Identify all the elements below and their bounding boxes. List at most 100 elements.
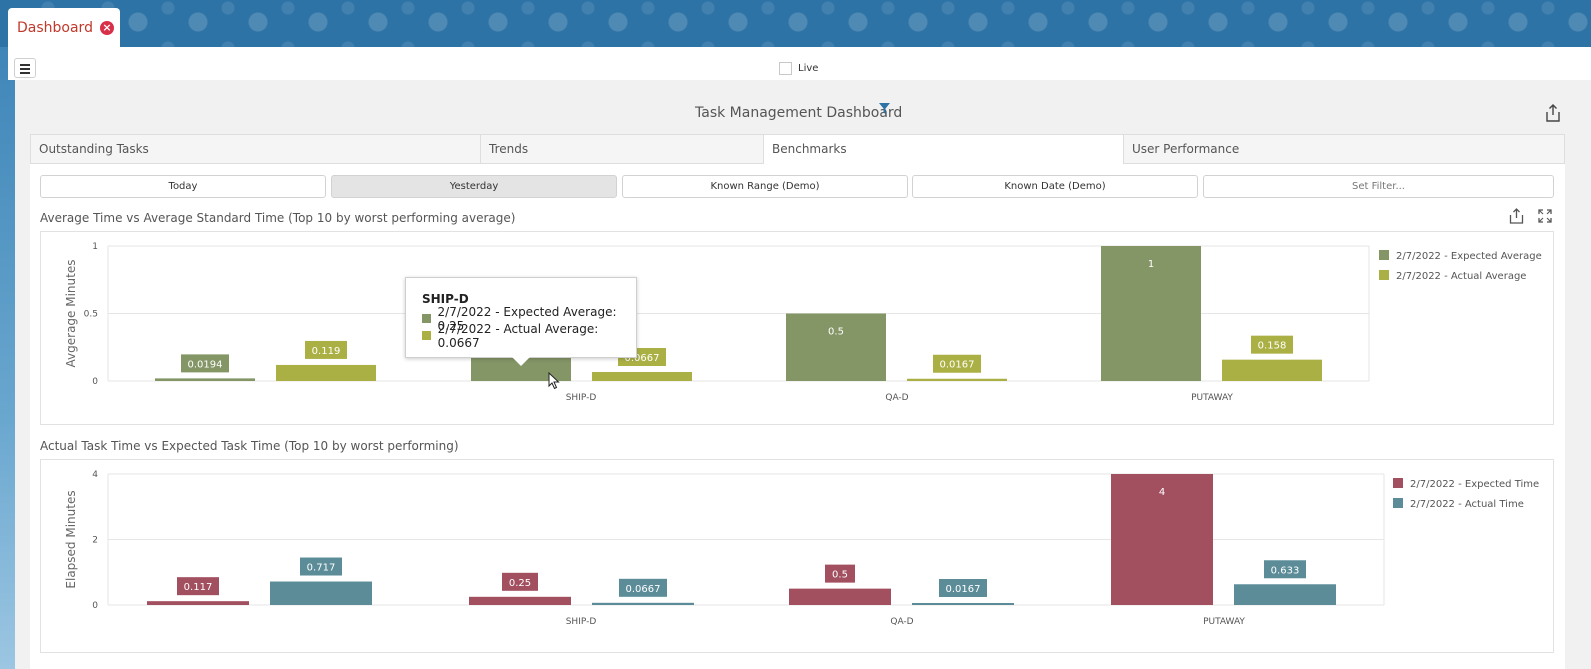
data-label-background (1251, 335, 1293, 354)
live-checkbox[interactable] (779, 62, 792, 75)
data-label: 0.0194 (188, 359, 223, 370)
data-label: 0.633 (1271, 565, 1300, 576)
data-label-background (502, 572, 538, 591)
legend-swatch (1379, 270, 1389, 280)
left-decorative-strip (0, 47, 15, 669)
bar (1222, 359, 1322, 381)
menu-icon[interactable] (14, 58, 36, 78)
y-axis-label: Elapsed Minutes (64, 490, 78, 588)
bar (592, 602, 694, 605)
data-label: 0.0667 (626, 584, 661, 595)
data-label-background (300, 557, 342, 576)
x-tick-label: PUTAWAY (1203, 617, 1245, 627)
data-label: 0.5 (828, 327, 844, 338)
legend-label: 2/7/2022 - Expected Average (1396, 251, 1542, 262)
tooltip-title: SHIP-D (422, 292, 469, 306)
benchmarks-panel: Today Yesterday Known Range (Demo) Known… (30, 164, 1565, 669)
close-icon[interactable]: × (99, 20, 114, 35)
actual-swatch (422, 331, 431, 340)
export-icon[interactable] (1509, 208, 1524, 224)
bar (1234, 584, 1336, 605)
x-tick-label: PUTAWAY (1191, 393, 1233, 403)
filter-icon[interactable] (879, 103, 890, 115)
chart-tooltip: SHIP-D 2/7/2022 - Expected Average: 0.25… (405, 277, 637, 366)
tooltip-row-expected: 2/7/2022 - Expected Average: 0.25 (422, 305, 636, 333)
tooltip-actual-label: 2/7/2022 - Actual Average: 0.0667 (437, 321, 599, 350)
data-label: 1 (1148, 259, 1154, 270)
y-tick-label: 0 (92, 377, 98, 387)
data-label: 0.158 (1258, 341, 1287, 352)
set-filter-button[interactable]: Set Filter... (1203, 175, 1554, 198)
dashboard-tab[interactable]: Dashboard × (8, 8, 120, 47)
data-label: 0.0167 (940, 360, 975, 371)
y-tick-label: 2 (92, 536, 98, 546)
filter-known-date-button[interactable]: Known Date (Demo) (912, 175, 1198, 198)
legend-swatch (1393, 478, 1403, 488)
legend-label: 2/7/2022 - Actual Average (1396, 271, 1526, 282)
share-icon[interactable] (1545, 104, 1561, 122)
x-tick-label: QA-D (885, 393, 908, 403)
y-tick-label: 1 (92, 242, 98, 252)
chart2-svg: 0 2 4 Elapsed Minutes 0.117 0.717 0.25 0.0667 SH… (64, 470, 1539, 627)
data-label: 0.0167 (946, 584, 981, 595)
bar (907, 378, 1007, 381)
expected-swatch (422, 314, 431, 323)
bar (270, 581, 372, 605)
data-label-background (825, 564, 855, 583)
data-label-background (177, 577, 219, 596)
bar (592, 371, 692, 381)
data-label: 0.5 (832, 570, 848, 581)
x-tick-label: SHIP-D (566, 393, 597, 403)
bar (469, 596, 571, 605)
data-label-background (939, 579, 987, 597)
y-tick-label: 0 (92, 601, 98, 611)
tab-benchmarks[interactable]: Benchmarks (764, 135, 1124, 164)
legend-swatch (1393, 498, 1403, 508)
data-label-background (181, 354, 229, 373)
chart2-title: Actual Task Time vs Expected Task Time (… (40, 439, 459, 453)
chart2-frame: 0 2 4 Elapsed Minutes 0.117 0.717 0.25 0.0667 SH… (40, 459, 1554, 653)
tab-outstanding-tasks[interactable]: Outstanding Tasks (31, 135, 481, 163)
header-banner (0, 0, 1591, 47)
filter-yesterday-button[interactable]: Yesterday (331, 175, 617, 198)
x-tick-label: SHIP-D (566, 617, 597, 627)
tab-trends[interactable]: Trends (481, 135, 764, 163)
page-title: Task Management Dashboard (695, 105, 903, 121)
tab-user-performance[interactable]: User Performance (1132, 142, 1240, 156)
data-label-background (305, 340, 347, 359)
bar (276, 364, 376, 381)
tab-bar: Outstanding Tasks Trends Benchmarks User… (30, 134, 1565, 164)
live-label: Live (798, 63, 819, 74)
bar (789, 588, 891, 605)
dashboard-tab-label: Dashboard (17, 19, 93, 36)
filter-known-range-button[interactable]: Known Range (Demo) (622, 175, 908, 198)
data-label: 4 (1159, 487, 1165, 498)
tooltip-row-actual: 2/7/2022 - Actual Average: 0.0667 (422, 322, 636, 350)
bar (912, 603, 1014, 605)
dashboard-area: Task Management Dashboard Outstanding Ta… (15, 80, 1591, 669)
tooltip-pointer (512, 357, 530, 366)
chart1-title: Average Time vs Average Standard Time (T… (40, 211, 516, 225)
tooltip-expected-label: 2/7/2022 - Expected Average: 0.25 (437, 304, 617, 333)
bar (155, 378, 255, 381)
bar (1101, 246, 1201, 381)
legend-swatch (1379, 250, 1389, 260)
expand-icon[interactable] (1538, 209, 1552, 223)
y-tick-label: 4 (92, 470, 98, 480)
data-label-background (1264, 560, 1306, 579)
data-label: 0.117 (184, 582, 213, 593)
filter-today-button[interactable]: Today (40, 175, 326, 198)
x-tick-label: QA-D (890, 617, 913, 627)
bar (147, 601, 249, 605)
y-tick-label: 0.5 (84, 310, 98, 320)
bar (1111, 474, 1213, 605)
mouse-cursor-icon (548, 372, 560, 390)
data-label: 0.119 (312, 346, 341, 357)
data-label-background (933, 354, 981, 373)
data-label-background (619, 578, 667, 597)
data-label: 0.0667 (625, 353, 660, 364)
toolbar: Live (8, 47, 1591, 80)
data-label: 0.25 (509, 578, 531, 589)
